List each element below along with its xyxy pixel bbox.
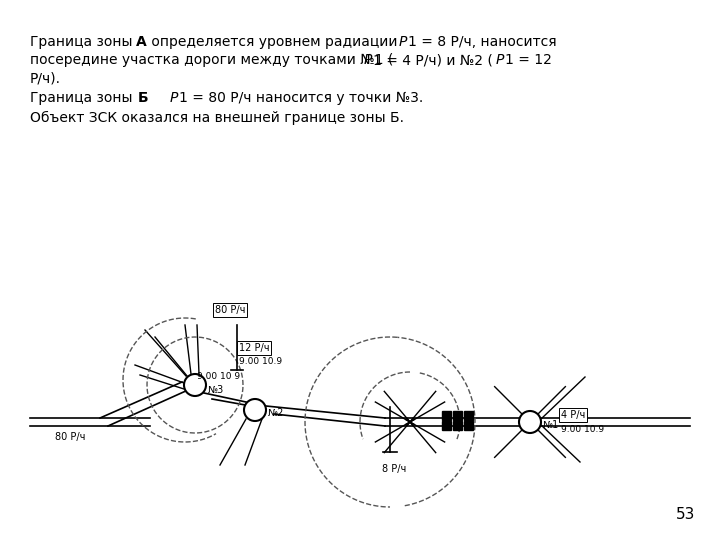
Circle shape [519,411,541,433]
Text: Граница зоны: Граница зоны [30,35,137,49]
Text: №3: №3 [208,385,224,395]
Text: посередине участка дороги между точками №1 (: посередине участка дороги между точками … [30,53,393,67]
Text: определяется уровнем радиации: определяется уровнем радиации [147,35,402,49]
Bar [464,411,473,420]
Circle shape [244,399,266,421]
Text: Р: Р [364,53,372,67]
Text: 1 = 80 Р/ч наносится у точки №3.: 1 = 80 Р/ч наносится у точки №3. [179,91,423,105]
Text: Граница зоны: Граница зоны [30,91,141,105]
Text: 9.00 10.9: 9.00 10.9 [239,357,282,366]
Text: Р: Р [170,91,179,105]
Text: Р: Р [399,35,408,49]
Bar [442,411,451,420]
Text: 9.00 10 9: 9.00 10 9 [197,372,240,381]
Text: №1: №1 [543,420,559,430]
Bar [464,421,473,430]
Text: А: А [136,35,147,49]
Text: 53: 53 [675,507,695,522]
Text: 1 = 4 Р/ч) и №2 (: 1 = 4 Р/ч) и №2 ( [373,53,493,67]
Text: 80 Р/ч: 80 Р/ч [215,305,246,315]
Text: Б: Б [138,91,148,105]
Text: 1 = 8 Р/ч, наносится: 1 = 8 Р/ч, наносится [408,35,557,49]
Text: Р/ч).: Р/ч). [30,71,61,85]
Bar [453,421,462,430]
Text: 4 Р/ч: 4 Р/ч [561,410,585,420]
Text: №2: №2 [268,408,284,418]
Text: 80 Р/ч: 80 Р/ч [55,432,86,442]
Circle shape [184,374,206,396]
Text: 8 Р/ч: 8 Р/ч [382,464,406,474]
Text: Объект ЗСК оказался на внешней границе зоны Б.: Объект ЗСК оказался на внешней границе з… [30,111,404,125]
Bar [453,411,462,420]
Text: 1 = 12: 1 = 12 [505,53,552,67]
Text: Р: Р [496,53,505,67]
Text: 12 Р/ч: 12 Р/ч [239,343,269,353]
Bar [442,421,451,430]
Text: 9.00 10.9: 9.00 10.9 [561,425,604,434]
